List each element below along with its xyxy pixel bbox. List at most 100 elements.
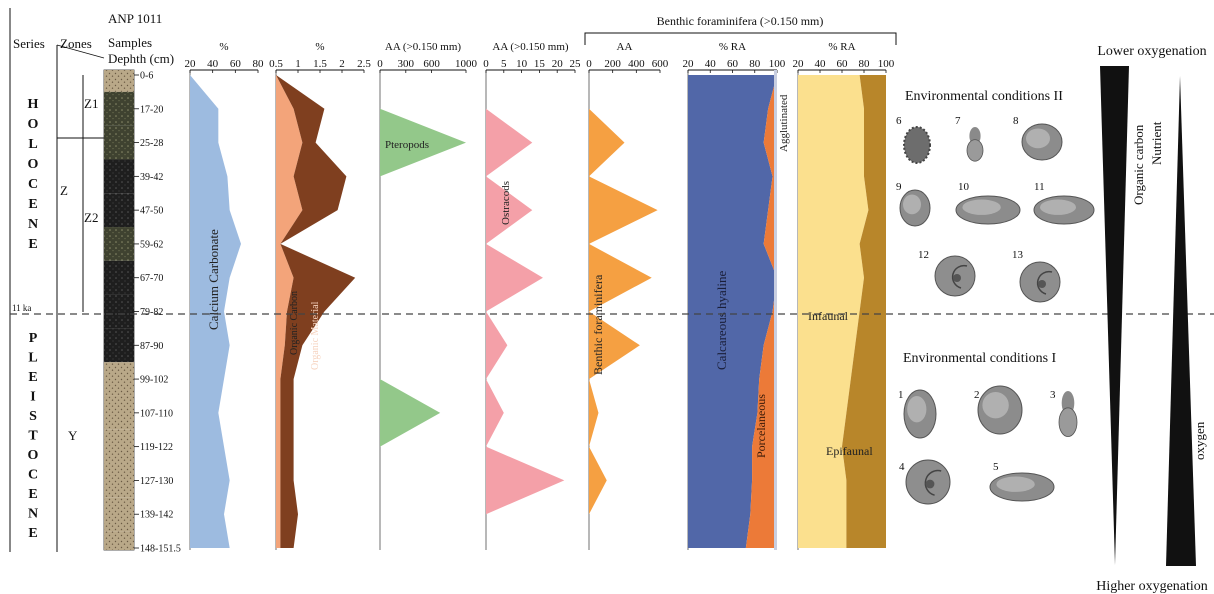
- axis-tick-label: 200: [604, 58, 621, 70]
- core-segment: [104, 328, 134, 363]
- gradient-bottom-label: Higher oxygenation: [1096, 579, 1208, 594]
- specimen: [1021, 123, 1063, 161]
- panel-3: AA (>0.150 mm)0 300 600 1000 Pteropods: [377, 41, 478, 550]
- axis-tick-label: 80: [749, 58, 761, 70]
- area-epifaunal: [842, 75, 886, 548]
- core-segment: [104, 294, 134, 329]
- sample-label: 59-62: [140, 239, 163, 250]
- axis-tick-label: 0: [483, 58, 489, 70]
- core-segment: [104, 193, 134, 228]
- benthic-header-text: Benthic foraminifera (>0.150 mm): [657, 14, 824, 28]
- series-label: Epifaunal: [826, 444, 873, 458]
- core-segment: [104, 125, 134, 160]
- specimen: [1019, 261, 1061, 303]
- specimen-number: 13: [1012, 249, 1024, 261]
- specimen-number: 10: [958, 181, 970, 193]
- specimen: [966, 127, 984, 162]
- axis-tick-label: 1000: [455, 58, 478, 70]
- specimen: [899, 189, 931, 227]
- core-segment: [104, 362, 134, 396]
- core-segment: [104, 497, 134, 532]
- sample-label: 127-130: [140, 476, 173, 487]
- profile-panels: % 20 40 60 80 Calcium Carbonate% 0.5 1 1.5 2 2.5 Or…: [185, 41, 895, 550]
- axis-tick-label: 400: [628, 58, 645, 70]
- sample-label: 17-20: [140, 104, 163, 115]
- specimen-number: 2: [974, 389, 980, 401]
- gradient-indicator: Lower oxygenation Higher oxygenation Org…: [1096, 44, 1208, 594]
- area-organic-carbon: [276, 75, 303, 548]
- axis-tick-label: 100: [769, 58, 786, 70]
- core-header: ANP 1011: [108, 11, 162, 26]
- axis-tick-label: 80: [859, 58, 871, 70]
- core-segment: [104, 429, 134, 464]
- axis-tick-label: 100: [878, 58, 895, 70]
- panel-unit-label: AA (>0.150 mm): [385, 41, 462, 53]
- axis-tick-label: 20: [552, 58, 564, 70]
- specimen: [903, 126, 931, 164]
- axis-tick-label: 2.5: [357, 58, 371, 70]
- zones-header: Zones: [60, 36, 92, 51]
- specimen-number: 9: [896, 181, 902, 193]
- core-segment: [104, 70, 134, 92]
- zone-y-label: Y: [68, 428, 78, 443]
- core-segment: [104, 531, 134, 550]
- series-label: Organic Material: [310, 301, 321, 370]
- environmental-conditions: Environmental conditions II Environmenta…: [896, 89, 1095, 505]
- specimen: [977, 385, 1023, 435]
- series-label: Calcareous hyaline: [714, 271, 729, 370]
- axis-tick-label: 1: [295, 58, 301, 70]
- zone-z2-label: Z2: [84, 210, 98, 225]
- axis-tick-label: 15: [534, 58, 546, 70]
- specimen-number: 6: [896, 115, 902, 127]
- depth-header: Dephth (cm): [108, 51, 174, 66]
- specimen-number: 8: [1013, 115, 1019, 127]
- specimen-number: 5: [993, 461, 999, 473]
- panel-1: % 20 40 60 80 Calcium Carbonate: [185, 41, 264, 550]
- axis-tick-label: 20: [793, 58, 805, 70]
- sample-label: 139-142: [140, 510, 173, 521]
- panel-5: AA 0 200 400 600 Benthic foraminifera: [586, 41, 669, 550]
- area-porcelaneous: [745, 75, 777, 548]
- axis-tick-label: 20: [185, 58, 197, 70]
- specimen: [903, 389, 937, 439]
- area-infaunal: [798, 75, 869, 548]
- area-calcium-carbonate: [190, 75, 241, 548]
- axis-tick-label: 0: [586, 58, 592, 70]
- axis-tick-label: 40: [815, 58, 827, 70]
- benthic-header: Benthic foraminifera (>0.150 mm): [584, 14, 897, 45]
- axis-tick-label: 300: [398, 58, 415, 70]
- series-label: Porcelaneous: [754, 394, 768, 458]
- sample-labels: 0-6 17-20 25-28 39-42 47-50 59-62 67-70 79-82 87…: [134, 71, 181, 555]
- sample-label: 119-122: [140, 442, 173, 453]
- core-segment: [104, 463, 134, 498]
- series-label: Calcium Carbonate: [206, 229, 221, 330]
- panel-4: AA (>0.150 mm)0 5 10 15 20 25 Ostracods: [483, 41, 581, 550]
- gradient-label-organic-carbon: Organic carbon: [1131, 124, 1146, 205]
- series-label: Ostracods: [500, 181, 512, 225]
- panel-unit-label: % RA: [719, 41, 746, 53]
- gradient-top-label: Lower oxygenation: [1097, 44, 1206, 59]
- age-marker: 11 ka: [12, 303, 31, 313]
- axis-tick-label: 2: [339, 58, 345, 70]
- area-pteropods: [380, 75, 466, 548]
- area-organic-material: [276, 75, 356, 548]
- samples-header: Samples: [108, 35, 152, 50]
- gradient-label-nutrient: Nutrient: [1149, 121, 1164, 165]
- panel-6: % RA 20 40 60 80 100 Calcareous hyaline Porcela…: [683, 41, 790, 550]
- axis-tick-label: 40: [705, 58, 717, 70]
- specimen-number: 3: [1050, 389, 1056, 401]
- specimen: [934, 255, 976, 297]
- axis-tick-label: 0.5: [269, 58, 283, 70]
- sample-label: 47-50: [140, 206, 163, 217]
- axis-tick-label: 25: [570, 58, 582, 70]
- core-segment: [104, 260, 134, 295]
- zone-z-label: Z: [60, 183, 68, 198]
- axis-tick-label: 40: [207, 58, 219, 70]
- oxygen-triangle: [1166, 76, 1196, 566]
- panel-unit-label: %: [219, 41, 228, 53]
- sample-label: 25-28: [140, 138, 163, 149]
- sample-label: 0-6: [140, 71, 153, 82]
